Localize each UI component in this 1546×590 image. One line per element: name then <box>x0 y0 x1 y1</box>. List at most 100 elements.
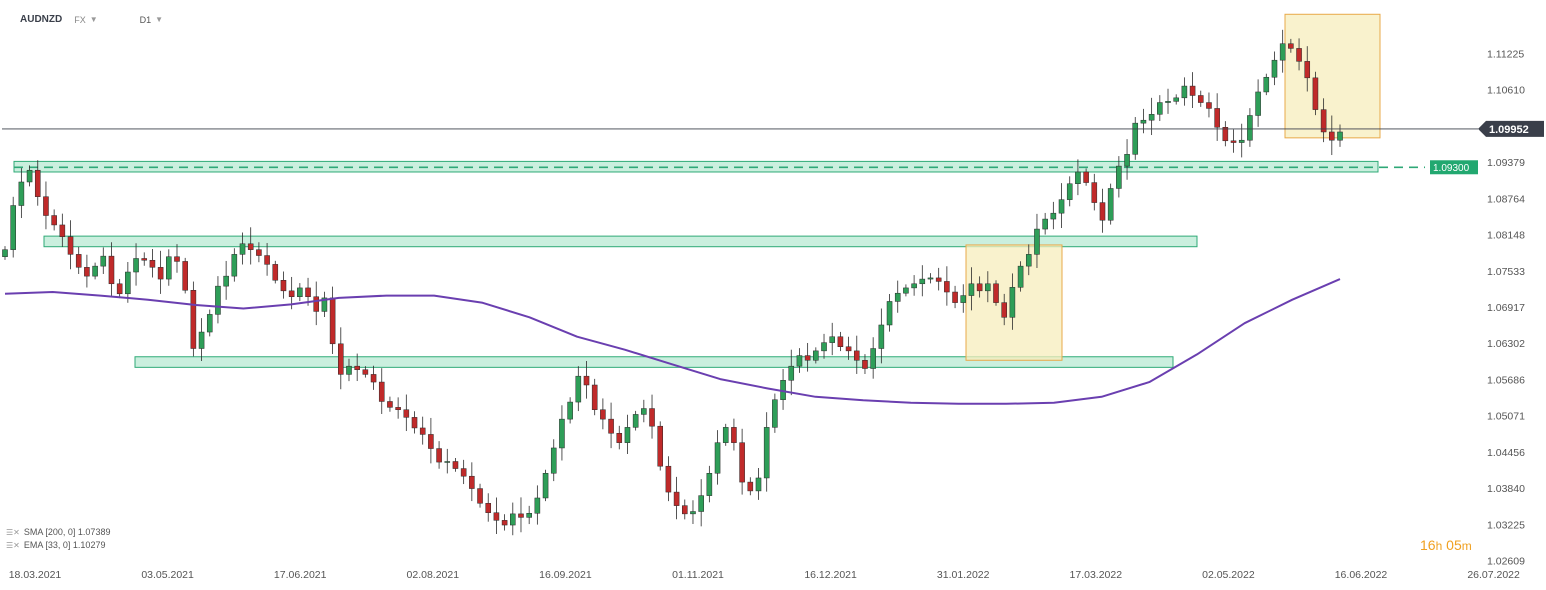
candle[interactable] <box>329 297 336 345</box>
candle[interactable] <box>1173 97 1179 102</box>
candle[interactable] <box>878 324 885 349</box>
candle[interactable] <box>34 169 41 197</box>
candle[interactable] <box>935 277 942 282</box>
candle[interactable] <box>280 280 287 292</box>
candle[interactable] <box>1296 48 1302 62</box>
candle[interactable] <box>739 442 745 483</box>
candle[interactable] <box>485 503 492 513</box>
candle[interactable] <box>403 409 410 418</box>
candle[interactable] <box>1320 109 1327 133</box>
candle[interactable] <box>534 497 541 514</box>
candle[interactable] <box>796 355 803 367</box>
candle[interactable] <box>976 283 983 292</box>
candle[interactable] <box>829 336 835 343</box>
candle[interactable] <box>460 468 467 477</box>
settings-icon[interactable]: ☰✕ <box>6 541 20 550</box>
candle[interactable] <box>452 461 459 469</box>
candle[interactable] <box>100 255 107 267</box>
candle[interactable] <box>665 465 672 493</box>
timeframe-label[interactable]: D1 <box>139 14 152 25</box>
candle[interactable] <box>624 427 631 443</box>
candle[interactable] <box>632 414 639 428</box>
candle[interactable] <box>706 473 713 496</box>
symbol-label[interactable]: AUDNZD <box>20 14 63 25</box>
candle[interactable] <box>67 236 74 255</box>
candle[interactable] <box>387 401 393 408</box>
sma-line[interactable] <box>4 278 1341 405</box>
candle[interactable] <box>591 384 598 410</box>
candle[interactable] <box>1140 119 1147 124</box>
candle[interactable] <box>772 399 778 428</box>
chevron-down-icon[interactable]: ▼ <box>89 15 98 24</box>
candle[interactable] <box>845 346 852 352</box>
candle[interactable] <box>747 481 754 492</box>
candle[interactable] <box>116 283 123 295</box>
candle[interactable] <box>198 331 205 349</box>
highlight-box[interactable] <box>1284 13 1381 139</box>
candle[interactable] <box>1189 85 1196 96</box>
candle[interactable] <box>1255 91 1261 116</box>
candle[interactable] <box>149 259 156 268</box>
candle[interactable] <box>1165 101 1171 103</box>
candle[interactable] <box>18 181 25 206</box>
candle[interactable] <box>919 278 926 285</box>
candle[interactable] <box>1263 76 1270 93</box>
candle[interactable] <box>911 283 917 289</box>
candle[interactable] <box>190 290 197 349</box>
candle[interactable] <box>247 243 254 250</box>
candle[interactable] <box>952 291 958 303</box>
candle[interactable] <box>354 365 360 370</box>
candle[interactable] <box>968 283 975 296</box>
candle[interactable] <box>567 401 573 420</box>
candle[interactable] <box>272 264 279 281</box>
candle[interactable] <box>395 407 401 410</box>
candle[interactable] <box>993 283 999 303</box>
candle[interactable] <box>1034 228 1040 255</box>
candle[interactable] <box>1279 43 1286 61</box>
candle[interactable] <box>370 374 377 383</box>
candle[interactable] <box>493 512 500 521</box>
candle[interactable] <box>215 285 221 315</box>
candle[interactable] <box>510 513 516 526</box>
candle[interactable] <box>1083 171 1089 183</box>
candle[interactable] <box>1001 302 1007 318</box>
candle[interactable] <box>837 336 844 347</box>
candle[interactable] <box>321 297 328 312</box>
candle[interactable] <box>1197 95 1204 103</box>
candle[interactable] <box>313 296 320 312</box>
candle[interactable] <box>1271 59 1278 78</box>
market-label[interactable]: FX <box>74 14 86 25</box>
candle[interactable] <box>681 505 688 515</box>
candle[interactable] <box>1066 183 1073 200</box>
candle[interactable] <box>1230 140 1237 143</box>
settings-icon[interactable]: ☰✕ <box>6 528 20 537</box>
candle[interactable] <box>722 427 729 443</box>
candle[interactable] <box>714 442 721 474</box>
candle[interactable] <box>133 258 139 273</box>
candle[interactable] <box>1017 265 1024 288</box>
candle[interactable] <box>1157 102 1163 115</box>
candle[interactable] <box>1148 114 1155 121</box>
candle[interactable] <box>501 520 508 526</box>
candle[interactable] <box>1116 165 1122 189</box>
chevron-down-icon[interactable]: ▼ <box>155 15 164 24</box>
candle[interactable] <box>469 475 475 489</box>
candle[interactable] <box>43 196 49 216</box>
candle[interactable] <box>157 267 164 280</box>
candle[interactable] <box>853 350 860 361</box>
candle[interactable] <box>894 292 901 302</box>
candle[interactable] <box>1288 43 1294 49</box>
candle[interactable] <box>575 375 582 403</box>
candle[interactable] <box>108 255 115 285</box>
candle[interactable] <box>657 425 664 467</box>
candle[interactable] <box>1107 188 1114 221</box>
candle[interactable] <box>1247 115 1253 141</box>
candle[interactable] <box>1238 139 1245 143</box>
candle[interactable] <box>239 243 246 255</box>
candle[interactable] <box>125 271 131 295</box>
candle[interactable] <box>26 169 33 183</box>
candle[interactable] <box>362 369 369 375</box>
candle[interactable] <box>960 295 967 303</box>
candle[interactable] <box>927 277 934 280</box>
candle[interactable] <box>690 511 696 515</box>
